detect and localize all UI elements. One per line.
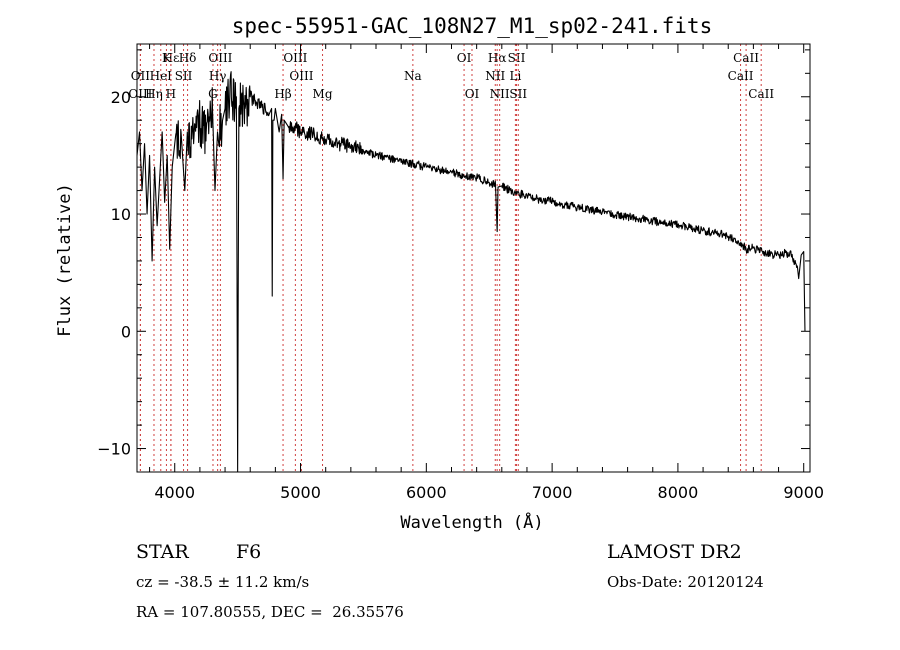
line-label: K xyxy=(162,51,172,65)
object-subclass: F6 xyxy=(236,541,262,563)
line-label: NII xyxy=(485,69,505,83)
x-tick-label: 8000 xyxy=(658,483,699,502)
line-label: CaII xyxy=(728,69,754,83)
line-label: Mg xyxy=(313,87,333,101)
line-label: CaII xyxy=(748,87,774,101)
plot-axes: 4000 5000 6000 7000 8000 9000 −10 0 10 20 xyxy=(97,43,824,502)
spectrum-series xyxy=(136,71,806,473)
line-label: H xyxy=(166,87,176,101)
line-label: OI xyxy=(457,51,472,65)
y-tick-label: 20 xyxy=(111,88,131,107)
line-label: SII xyxy=(509,87,527,101)
x-tick-label: 5000 xyxy=(280,483,321,502)
line-label: OIII xyxy=(128,87,152,101)
line-label: OIII xyxy=(208,51,232,65)
coordinates: RA = 107.80555, DEC = 26.35576 xyxy=(136,603,404,621)
line-label: Hβ xyxy=(274,87,291,101)
line-label: HeI xyxy=(150,69,173,83)
y-tick-label: 0 xyxy=(121,322,131,341)
line-label: Hη xyxy=(145,87,163,101)
redshift-velocity: cz = -38.5 ± 11.2 km/s xyxy=(136,573,310,591)
line-label: Hα xyxy=(488,51,507,65)
line-label: CaII xyxy=(733,51,759,65)
x-tick-label: 9000 xyxy=(783,483,824,502)
line-label: Li xyxy=(509,69,521,83)
line-label: Na xyxy=(404,69,422,83)
line-label: OIII xyxy=(283,51,307,65)
observation-date: Obs-Date: 20120124 xyxy=(607,573,764,591)
line-label: NII xyxy=(490,87,510,101)
line-label: OI xyxy=(465,87,480,101)
series-layer xyxy=(136,71,806,473)
x-tick-label: 7000 xyxy=(532,483,573,502)
line-label: SII xyxy=(175,69,193,83)
line-label: Hγ xyxy=(209,69,227,83)
x-tick-label: 4000 xyxy=(154,483,195,502)
y-tick-label: 10 xyxy=(111,205,131,224)
y-axis-label: Flux (relative) xyxy=(55,183,75,337)
survey-label: LAMOST DR2 xyxy=(607,541,742,563)
line-label: Hδ xyxy=(179,51,197,65)
line-label: OIII xyxy=(289,69,313,83)
plot-frame xyxy=(136,43,811,473)
y-tick-label: −10 xyxy=(97,440,131,459)
line-label: SII xyxy=(508,51,526,65)
x-axis-label: Wavelength (Å) xyxy=(400,511,543,533)
object-class: STAR xyxy=(136,541,189,563)
chart-title: spec-55951-GAC_108N27_M1_sp02-241.fits xyxy=(232,14,712,38)
line-label: G xyxy=(208,87,218,101)
x-tick-label: 6000 xyxy=(406,483,447,502)
